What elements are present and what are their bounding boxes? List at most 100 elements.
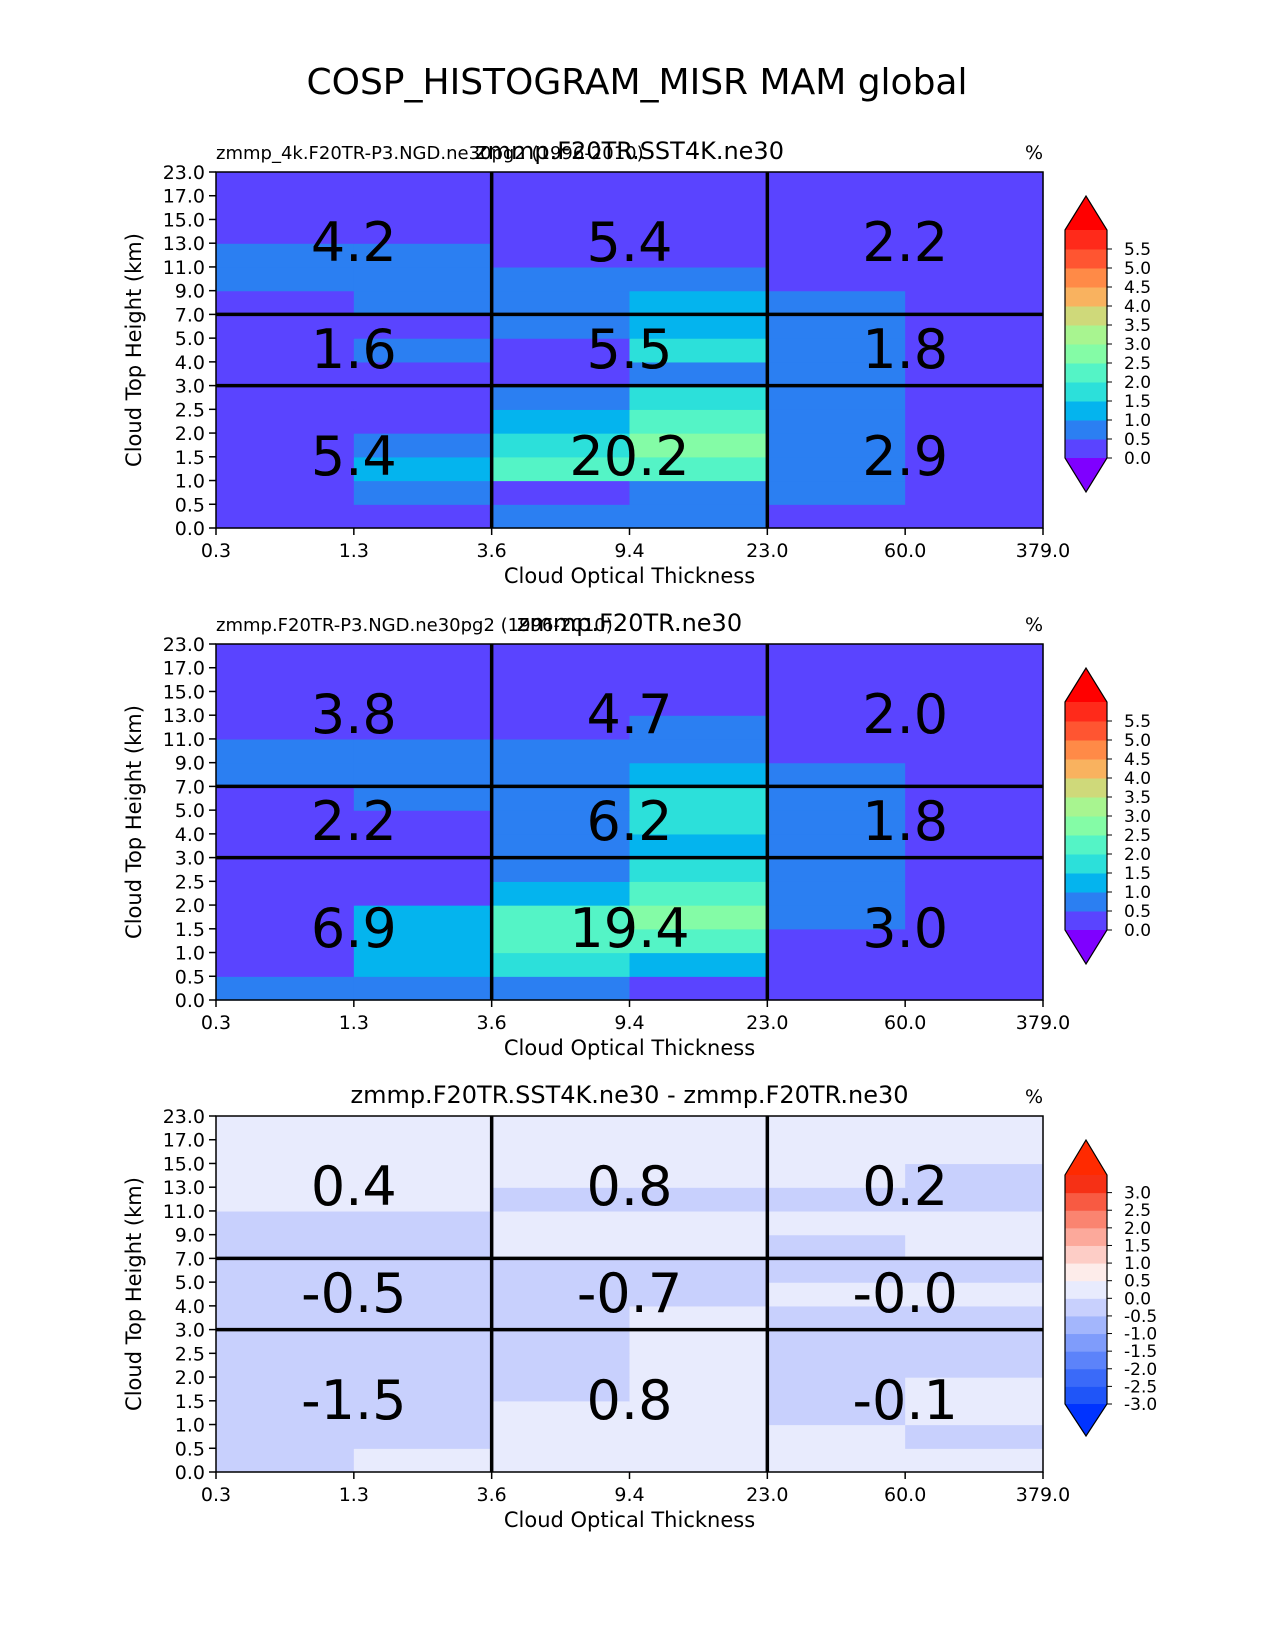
heatmap-cell: [905, 810, 1044, 835]
heatmap-cell: [353, 433, 493, 458]
box-sum-label: 4.2: [311, 211, 397, 274]
heatmap-cell: [767, 644, 906, 669]
heatmap-cell: [216, 1353, 355, 1378]
heatmap-cell: [905, 504, 1044, 529]
x-tick-label: 0.3: [201, 540, 231, 562]
colorbar-tick-label: 0.5: [1124, 902, 1151, 922]
colorbar-tick-label: 2.5: [1124, 826, 1151, 846]
page-title: COSP_HISTOGRAM_MISR MAM global: [306, 62, 967, 103]
heatmap-cell: [629, 881, 768, 906]
heatmap-cell: [905, 738, 1044, 764]
heatmap-cell: [353, 644, 493, 669]
heatmap-cell: [767, 1139, 906, 1165]
heatmap-cell: [353, 1116, 493, 1141]
colorbar-over-extension: [1065, 1140, 1107, 1175]
heatmap-cell: [905, 266, 1044, 292]
heatmap-cell: [353, 1139, 493, 1165]
colorbar-segment: [1065, 911, 1107, 931]
heatmap-cell: [629, 1234, 768, 1259]
heatmap-cell: [491, 1116, 631, 1141]
heatmap-cell: [767, 361, 906, 387]
y-tick-label: 9.0: [175, 1225, 205, 1247]
heatmap-cell: [491, 691, 631, 716]
y-tick-label: 5.0: [175, 800, 205, 822]
heatmap-cell: [905, 1448, 1044, 1473]
colorbar-tick-label: 2.0: [1124, 373, 1151, 393]
heatmap-cell: [629, 338, 768, 363]
heatmap-cell: [767, 409, 906, 434]
colorbar-tick-label: 5.0: [1124, 731, 1151, 751]
heatmap-cell: [216, 243, 355, 268]
heatmap-cell: [491, 314, 631, 339]
colorbar-tick-label: 2.0: [1124, 845, 1151, 865]
heatmap-cell: [491, 976, 631, 1001]
panel-subtitle: zmmp_4k.F20TR-P3.NGD.ne30pg2 (1996-2010): [216, 143, 644, 164]
heatmap-cell: [629, 952, 768, 977]
heatmap-cell: [905, 243, 1044, 268]
x-tick-label: 9.4: [614, 1012, 644, 1034]
x-tick-label: 60.0: [884, 540, 926, 562]
heatmap-cell: [491, 433, 631, 458]
heatmap-cell: [905, 385, 1044, 410]
heatmap-cell: [767, 1424, 906, 1449]
colorbar-tick-label: 0.0: [1124, 449, 1151, 469]
heatmap-cell: [353, 338, 493, 363]
colorbar-tick-label: 1.0: [1124, 411, 1151, 431]
colorbar-tick-label: 1.5: [1124, 864, 1151, 884]
units-label: %: [1025, 142, 1043, 164]
heatmap-cell: [767, 1329, 906, 1354]
y-tick-label: 5.0: [175, 328, 205, 350]
heatmap-cell: [629, 456, 768, 482]
heatmap-cell: [629, 857, 768, 882]
heatmap-cell: [353, 1210, 493, 1236]
heatmap-cell: [629, 219, 768, 244]
y-tick-label: 0.5: [175, 494, 205, 516]
colorbar-tick-label: -2.0: [1124, 1360, 1157, 1380]
heatmap-cell: [353, 1329, 493, 1354]
x-tick-label: 1.3: [339, 540, 369, 562]
heatmap-cell: [216, 504, 355, 529]
heatmap-cell: [216, 433, 355, 458]
y-tick-label: 0.0: [175, 1462, 205, 1484]
heatmap-cell: [767, 1400, 906, 1426]
heatmap-cell: [767, 290, 906, 315]
heatmap-cell: [629, 409, 768, 434]
heatmap-cell: [767, 1210, 906, 1236]
box-sum-label: 1.8: [862, 318, 948, 381]
y-tick-label: 2.5: [175, 1343, 205, 1365]
heatmap-cell: [491, 833, 631, 859]
heatmap-cell: [905, 976, 1044, 1001]
heatmap-cell: [767, 1258, 906, 1283]
heatmap-cell: [353, 905, 493, 930]
heatmap-cell: [491, 1353, 631, 1378]
heatmap-cell: [905, 195, 1044, 221]
colorbar-segment: [1065, 873, 1107, 893]
heatmap-cell: [629, 480, 768, 505]
box-sum-label: 5.4: [311, 425, 397, 488]
heatmap-cell: [353, 881, 493, 906]
heatmap-cell: [767, 905, 906, 930]
colorbar-segment: [1065, 363, 1107, 383]
box-sum-label: 2.0: [862, 683, 948, 746]
heatmap-cell: [491, 480, 631, 505]
colorbar-tick-label: 2.0: [1124, 1219, 1151, 1239]
y-tick-label: 11.0: [163, 257, 205, 279]
colorbar-segment: [1065, 344, 1107, 364]
box-sum-label: -0.0: [853, 1262, 958, 1325]
box-sum-label: 1.6: [311, 318, 397, 381]
heatmap-cell: [905, 1116, 1044, 1141]
heatmap-cell: [767, 952, 906, 977]
y-tick-label: 1.5: [175, 919, 205, 941]
heatmap-cell: [905, 667, 1044, 693]
colorbar-tick-label: -1.5: [1124, 1342, 1157, 1362]
heatmap-cell: [491, 1424, 631, 1449]
colorbar-segment: [1065, 306, 1107, 326]
colorbar-tick-label: 3.0: [1124, 807, 1151, 827]
heatmap-cell: [491, 1282, 631, 1307]
colorbar-segment: [1065, 1227, 1107, 1246]
heatmap-cell: [629, 1400, 768, 1426]
y-tick-label: 13.0: [163, 233, 205, 255]
colorbar-tick-label: 0.0: [1124, 1289, 1151, 1309]
heatmap-cell: [629, 1329, 768, 1354]
x-tick-label: 1.3: [339, 1484, 369, 1506]
